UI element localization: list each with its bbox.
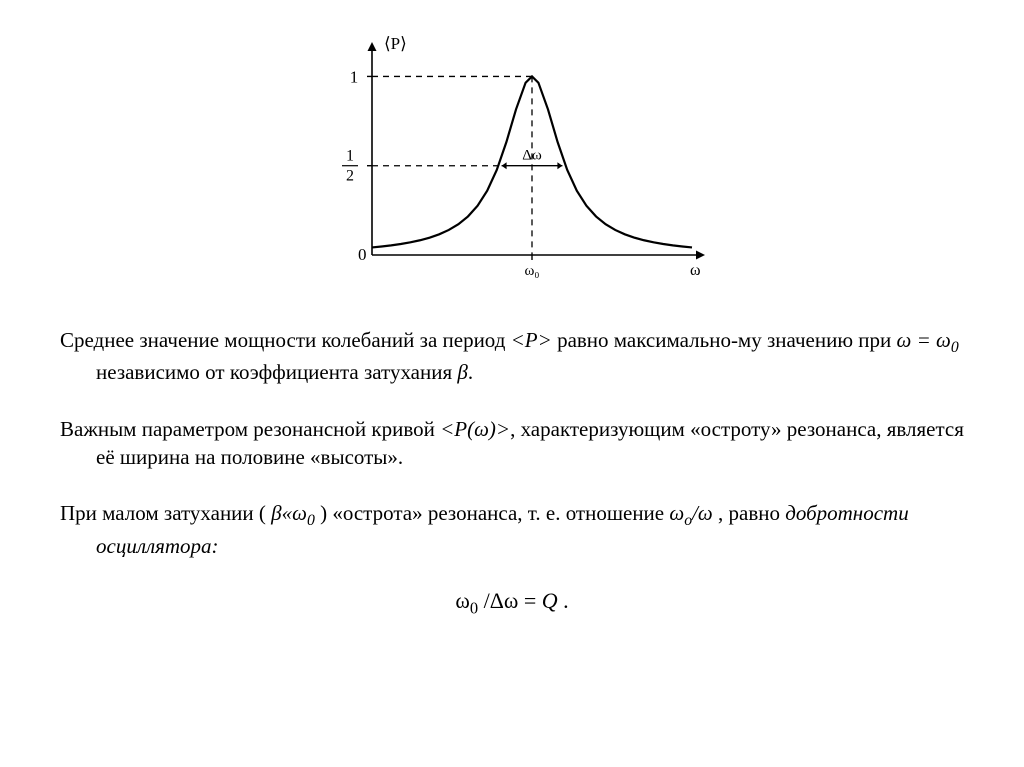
- svg-text:⟨P⟩: ⟨P⟩: [384, 34, 407, 53]
- paragraph-2: Важным параметром резонансной кривой <P(…: [60, 415, 964, 472]
- eq-dot: .: [558, 588, 569, 613]
- p2-text-b: <P(ω)>: [440, 417, 510, 441]
- eq-omega0: ω0: [455, 588, 478, 613]
- paragraph-1: Среднее значение мощности колебаний за п…: [60, 326, 964, 387]
- svg-text:Δω: Δω: [522, 148, 542, 164]
- svg-text:1: 1: [346, 148, 354, 165]
- paragraph-3: При малом затухании ( β«ω0 ) «острота» р…: [60, 499, 964, 560]
- p1-text-e: независимо от коэффициента затухания: [96, 360, 457, 384]
- p1-text-c: равно максимально-му значению при: [552, 328, 897, 352]
- p1-text-f: β: [457, 360, 467, 384]
- svg-text:ω₀: ω₀: [524, 263, 539, 279]
- p3-text-b: β«ω0: [271, 501, 315, 525]
- p1-text-a: Среднее значение мощности колебаний за п…: [60, 328, 511, 352]
- eq-mid: /Δω =: [478, 588, 542, 613]
- chart-svg: ⟨P⟩ 1 1 2 0 ω₀ ω Δω: [302, 30, 722, 290]
- p1-text-g: .: [468, 360, 473, 384]
- svg-text:2: 2: [346, 168, 354, 185]
- eq-q: Q: [542, 588, 558, 613]
- p3-text-e: /ω: [692, 501, 713, 525]
- p3-text-f: , равно: [713, 501, 785, 525]
- svg-text:ω: ω: [690, 262, 701, 279]
- p1-text-b: <P>: [511, 328, 552, 352]
- svg-text:1: 1: [350, 67, 359, 86]
- equation: ω0 /Δω = Q .: [60, 588, 964, 618]
- p3-text-a: При малом затухании (: [60, 501, 271, 525]
- resonance-chart: ⟨P⟩ 1 1 2 0 ω₀ ω Δω: [60, 30, 964, 296]
- p3-text-d: ωо: [669, 501, 692, 525]
- p1-text-d: ω = ω0: [897, 328, 959, 352]
- svg-text:0: 0: [358, 245, 367, 264]
- p2-text-a: Важным параметром резонансной кривой: [60, 417, 440, 441]
- p3-text-c: ) «острота» резонанса, т. е. отношение: [315, 501, 670, 525]
